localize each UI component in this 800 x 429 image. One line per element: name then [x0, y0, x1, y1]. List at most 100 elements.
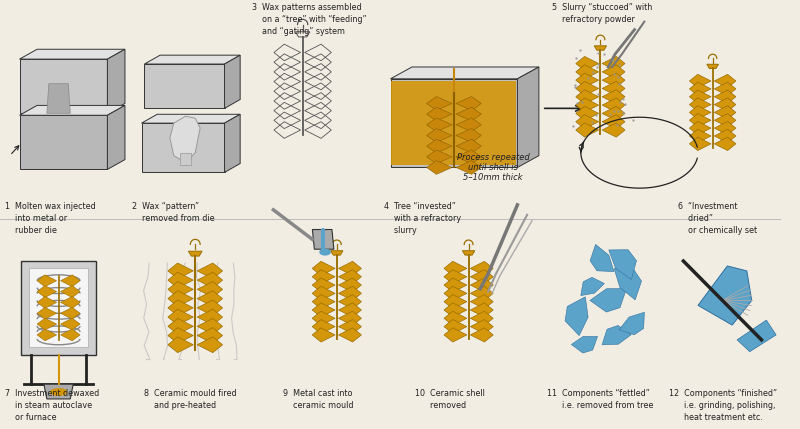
Polygon shape	[390, 79, 518, 167]
Text: 11  Components “fettled”
      i.e. removed from tree: 11 Components “fettled” i.e. removed fro…	[546, 389, 653, 410]
Polygon shape	[390, 67, 539, 79]
Polygon shape	[198, 281, 222, 297]
Polygon shape	[338, 278, 362, 292]
Polygon shape	[225, 55, 240, 109]
Polygon shape	[571, 336, 598, 353]
Polygon shape	[576, 115, 598, 129]
Polygon shape	[168, 300, 194, 316]
Polygon shape	[690, 98, 711, 111]
Polygon shape	[312, 270, 335, 284]
Polygon shape	[168, 328, 194, 343]
Polygon shape	[614, 269, 642, 300]
Polygon shape	[456, 107, 482, 121]
Polygon shape	[470, 261, 494, 275]
Polygon shape	[198, 272, 222, 288]
Polygon shape	[470, 286, 494, 300]
Polygon shape	[47, 84, 70, 113]
Polygon shape	[44, 384, 74, 399]
Polygon shape	[198, 328, 222, 343]
Polygon shape	[576, 123, 598, 137]
Polygon shape	[168, 318, 194, 334]
Polygon shape	[444, 320, 467, 334]
Polygon shape	[444, 278, 467, 292]
Polygon shape	[180, 153, 191, 164]
Polygon shape	[338, 286, 362, 300]
Polygon shape	[576, 57, 598, 71]
Polygon shape	[714, 90, 736, 103]
Polygon shape	[338, 303, 362, 317]
Polygon shape	[714, 137, 736, 151]
Polygon shape	[714, 121, 736, 135]
Polygon shape	[145, 55, 240, 64]
Polygon shape	[142, 114, 240, 123]
Polygon shape	[426, 160, 452, 174]
Polygon shape	[145, 64, 225, 109]
Polygon shape	[189, 251, 202, 256]
Polygon shape	[168, 272, 194, 288]
Polygon shape	[168, 337, 194, 353]
Polygon shape	[37, 286, 57, 297]
Polygon shape	[602, 326, 631, 345]
Polygon shape	[312, 261, 335, 275]
Polygon shape	[444, 311, 467, 325]
Polygon shape	[602, 98, 625, 112]
Polygon shape	[426, 107, 452, 121]
Polygon shape	[198, 309, 222, 325]
Polygon shape	[602, 65, 625, 79]
Polygon shape	[707, 64, 718, 69]
Polygon shape	[168, 291, 194, 306]
Polygon shape	[737, 320, 776, 352]
Polygon shape	[518, 67, 539, 167]
Polygon shape	[19, 59, 107, 113]
Polygon shape	[609, 250, 637, 280]
Polygon shape	[456, 118, 482, 132]
Polygon shape	[470, 270, 494, 284]
Polygon shape	[690, 114, 711, 127]
Polygon shape	[312, 320, 335, 334]
Polygon shape	[690, 106, 711, 119]
Ellipse shape	[50, 388, 67, 396]
Text: Process repeated
until shell is
5–10mm thick: Process repeated until shell is 5–10mm t…	[457, 153, 530, 182]
Text: 1  Molten wax injected
    into metal or
    rubber die: 1 Molten wax injected into metal or rubb…	[5, 202, 96, 235]
Polygon shape	[565, 297, 588, 335]
Polygon shape	[714, 114, 736, 127]
Polygon shape	[690, 121, 711, 135]
Polygon shape	[312, 295, 335, 309]
Polygon shape	[312, 328, 335, 342]
Polygon shape	[619, 312, 644, 335]
Polygon shape	[426, 97, 452, 110]
Polygon shape	[690, 90, 711, 103]
Polygon shape	[330, 251, 343, 255]
Polygon shape	[107, 49, 125, 113]
Polygon shape	[313, 230, 334, 249]
Polygon shape	[312, 303, 335, 317]
Polygon shape	[444, 303, 467, 317]
Polygon shape	[470, 295, 494, 309]
Polygon shape	[168, 281, 194, 297]
Polygon shape	[444, 286, 467, 300]
Polygon shape	[581, 277, 604, 296]
Text: 3  Wax patterns assembled
    on a “tree” with “feeding”
    and “gating” system: 3 Wax patterns assembled on a “tree” wit…	[252, 3, 366, 36]
Polygon shape	[37, 275, 57, 287]
Text: 6  “Investment
    dried”
    or chemically set: 6 “Investment dried” or chemically set	[678, 202, 758, 235]
Polygon shape	[594, 46, 606, 50]
Polygon shape	[312, 311, 335, 325]
Polygon shape	[426, 139, 452, 153]
Text: 2  Wax “pattern”
    removed from die: 2 Wax “pattern” removed from die	[132, 202, 214, 223]
Polygon shape	[470, 320, 494, 334]
Polygon shape	[338, 261, 362, 275]
Polygon shape	[456, 150, 482, 164]
Polygon shape	[576, 98, 598, 112]
Polygon shape	[470, 311, 494, 325]
Polygon shape	[338, 270, 362, 284]
Polygon shape	[426, 129, 452, 142]
Polygon shape	[19, 106, 125, 115]
Polygon shape	[198, 318, 222, 334]
Polygon shape	[456, 129, 482, 142]
Polygon shape	[444, 270, 467, 284]
Polygon shape	[168, 309, 194, 325]
Polygon shape	[602, 123, 625, 137]
Polygon shape	[22, 261, 96, 355]
Polygon shape	[426, 118, 452, 132]
Polygon shape	[456, 160, 482, 174]
